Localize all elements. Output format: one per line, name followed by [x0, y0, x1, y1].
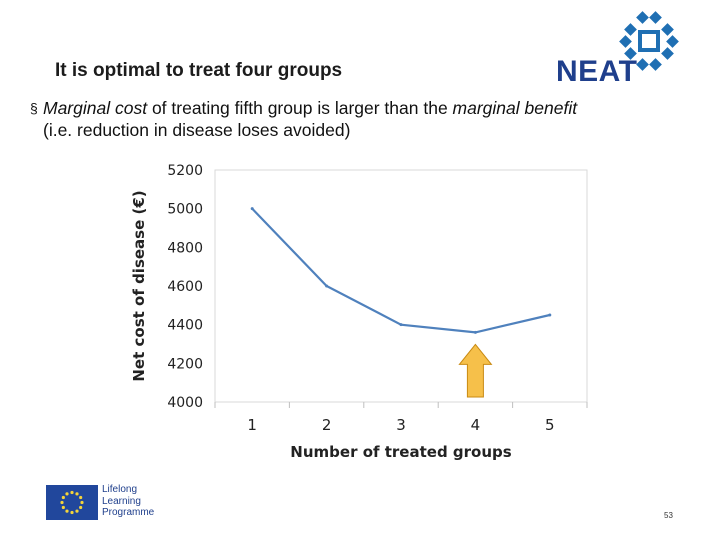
star-icon	[79, 505, 83, 510]
neat-logo-text: NEAT	[556, 55, 638, 88]
bullet-point: § Marginal cost of treating fifth group …	[30, 97, 690, 141]
star-icon	[80, 500, 84, 505]
y-tick-label: 4600	[167, 279, 203, 295]
data-point	[399, 323, 403, 327]
star-icon	[75, 492, 79, 496]
star-icon	[61, 495, 65, 500]
optimum-arrow	[458, 343, 493, 398]
programme-line-3: Programme	[102, 507, 155, 518]
data-point	[250, 207, 254, 211]
data-point	[325, 284, 329, 288]
x-tick-label: 2	[322, 416, 332, 434]
star-icon	[60, 500, 64, 505]
star-icon	[70, 510, 74, 515]
data-point	[548, 313, 552, 317]
star-icon	[79, 495, 83, 500]
programme-line-1: Lifelong	[102, 484, 138, 495]
eu-flag-icon	[46, 485, 98, 520]
x-tick-label: 3	[396, 416, 406, 434]
x-tick-label: 5	[545, 416, 555, 434]
plot-area	[214, 169, 588, 403]
x-tick-label: 4	[471, 416, 481, 434]
programme-text: Lifelong Learning Programme	[102, 484, 154, 519]
star-icon	[61, 505, 65, 510]
y-tick-label: 4000	[167, 395, 203, 411]
bullet-text-1: of treating fifth group is larger than t…	[147, 98, 453, 118]
x-axis-label: Number of treated groups	[290, 443, 511, 461]
bullet-mark: §	[30, 100, 38, 116]
y-tick-label: 4200	[167, 356, 203, 372]
y-tick-label: 4800	[167, 240, 203, 256]
y-axis-label: Net cost of disease (€)	[130, 190, 148, 381]
page-number: 53	[664, 511, 673, 520]
data-point	[473, 330, 477, 334]
x-tick-label: 1	[247, 416, 257, 434]
star-icon	[70, 490, 74, 495]
neat-logo-icon	[619, 11, 679, 71]
y-tick-label: 5000	[167, 202, 203, 218]
star-icon	[65, 492, 69, 496]
bullet-italic-2: marginal benefit	[452, 98, 578, 118]
star-icon	[75, 509, 79, 513]
bullet-italic-1: Marginal cost	[43, 98, 148, 118]
y-tick-label: 5200	[167, 163, 203, 179]
star-icon	[65, 509, 69, 513]
slide-title: It is optimal to treat four groups	[55, 60, 343, 81]
line-chart: 4000 4200 4400 4600 4800 5000 5200 1 2 3 4 5 Net c…	[130, 163, 588, 461]
bullet-line-2: (i.e. reduction in disease loses avoided…	[43, 120, 351, 140]
y-tick-label: 4400	[167, 318, 203, 334]
programme-line-2: Learning	[102, 495, 141, 507]
